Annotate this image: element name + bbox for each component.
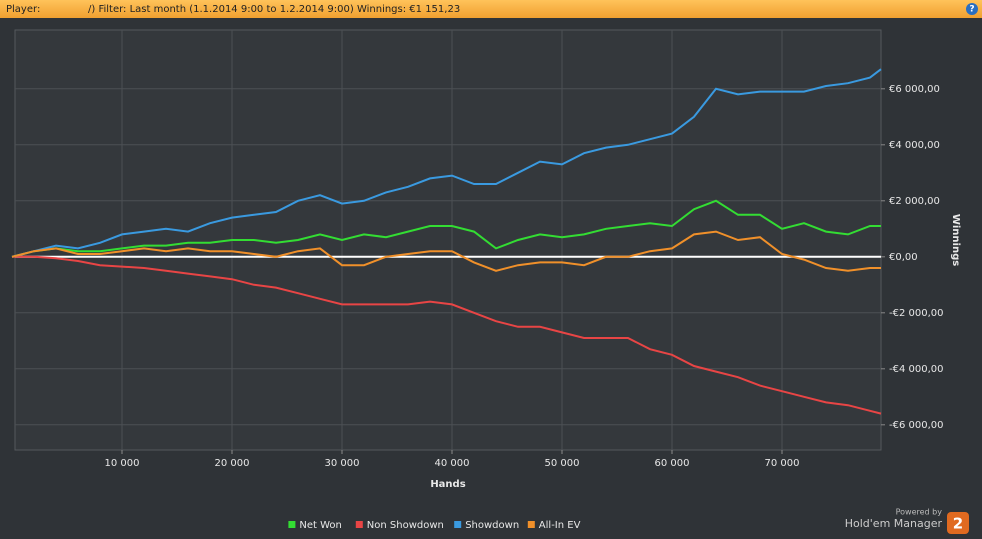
series-line — [11, 230, 881, 272]
badge-text: 2 — [953, 515, 963, 533]
powered-by: Powered by — [896, 508, 943, 517]
player-label: Player: — [6, 4, 40, 15]
lines — [11, 68, 882, 415]
legend-swatch — [454, 521, 462, 528]
x-tick-label: 70 000 — [765, 458, 800, 469]
legend-swatch — [355, 521, 363, 528]
x-tick-label: 40 000 — [435, 458, 470, 469]
x-tick-label: 20 000 — [215, 458, 250, 469]
series-line — [11, 199, 881, 258]
grid: -€6 000,00 -€4 000,00 -€2 000,00 €0,00 €2 00… — [15, 30, 944, 469]
series-line — [12, 255, 882, 415]
legend-label: Net Won — [299, 520, 342, 531]
legend: Net Won Non Showdown Showdown All-In EV — [288, 520, 581, 531]
y-tick-label: €2 000,00 — [889, 196, 940, 207]
help-icon[interactable] — [966, 3, 978, 15]
y-axis-title: Winnings — [950, 214, 961, 266]
y-tick-label: -€2 000,00 — [889, 308, 944, 319]
legend-swatch — [527, 521, 535, 528]
series-line — [11, 68, 882, 258]
header-bar — [0, 0, 982, 18]
x-axis-title: Hands — [430, 479, 465, 490]
y-tick-label: €4 000,00 — [889, 140, 940, 151]
y-tick-label: €6 000,00 — [889, 84, 940, 95]
x-tick-label: 60 000 — [655, 458, 690, 469]
x-tick-label: 30 000 — [325, 458, 360, 469]
y-tick-label: -€6 000,00 — [889, 420, 944, 431]
legend-label: Showdown — [465, 520, 519, 531]
legend-swatch — [288, 521, 296, 528]
help-text[interactable]: ? — [969, 5, 974, 15]
x-tick-label: 50 000 — [545, 458, 580, 469]
y-tick-label: €0,00 — [889, 252, 918, 263]
x-tick-label: 10 000 — [105, 458, 140, 469]
brand: Hold'em Manager — [845, 517, 943, 530]
filter-text: /) Filter: Last month (1.1.2014 9:00 to … — [88, 4, 460, 15]
legend-label: Non Showdown — [367, 520, 444, 531]
badge — [947, 512, 969, 534]
legend-label: All-In EV — [539, 520, 581, 531]
y-tick-label: -€4 000,00 — [889, 364, 944, 375]
